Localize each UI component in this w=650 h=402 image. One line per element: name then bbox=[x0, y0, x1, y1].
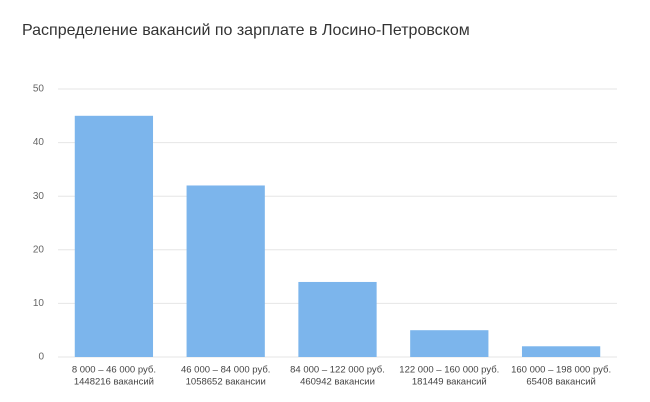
y-tick-label: 10 bbox=[33, 298, 45, 309]
y-tick-label: 20 bbox=[33, 244, 45, 255]
x-tick-label: 460942 вакансии bbox=[300, 377, 375, 388]
bar bbox=[74, 115, 154, 357]
x-tick-label: 160 000 – 198 000 руб. bbox=[511, 365, 611, 376]
x-tick-label: 46 000 – 84 000 руб. bbox=[181, 365, 270, 376]
x-tick-label: 84 000 – 122 000 руб. bbox=[290, 365, 385, 376]
bar bbox=[298, 281, 377, 357]
bar bbox=[410, 330, 489, 357]
bar bbox=[521, 346, 601, 357]
chart-title: Распределение вакансий по зарплате в Лос… bbox=[22, 22, 470, 39]
x-tick-label: 181449 вакансий bbox=[412, 377, 487, 388]
x-tick-label: 122 000 – 160 000 руб. bbox=[399, 365, 499, 376]
y-tick-label: 0 bbox=[38, 352, 44, 363]
bar bbox=[186, 185, 265, 357]
y-tick-label: 50 bbox=[33, 84, 45, 95]
x-tick-label: 8 000 – 46 000 руб. bbox=[72, 365, 156, 376]
y-tick-label: 40 bbox=[33, 137, 45, 148]
x-tick-label: 1448216 вакансий bbox=[74, 377, 154, 388]
y-tick-label: 30 bbox=[33, 191, 45, 202]
x-tick-label: 1058652 вакансии bbox=[186, 377, 266, 388]
x-tick-label: 65408 вакансий bbox=[526, 377, 596, 388]
